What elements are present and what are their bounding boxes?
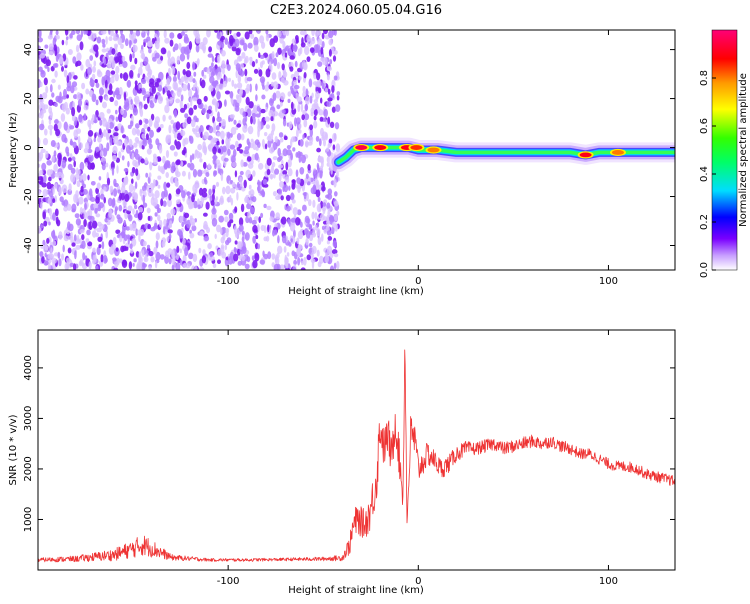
colorbar-tick-label: 0.6 — [699, 118, 710, 134]
x-tick-label: 100 — [599, 576, 618, 587]
colorbar-tick: 0.4 — [699, 166, 716, 182]
spectrogram-frame — [37, 29, 676, 271]
x-tick-label: -100 — [217, 276, 240, 287]
snr-frame — [37, 329, 676, 571]
signal-peaks-layer — [353, 143, 626, 159]
y-tick: 3000 — [23, 406, 675, 431]
y-tick-label: 4000 — [23, 355, 34, 380]
signal-peak — [408, 143, 425, 152]
x-tick-label: -100 — [217, 576, 240, 587]
colorbar-tick-label: 0.0 — [699, 262, 710, 278]
colorbar: 0.0 0.2 0.4 0.6 0.8 Normalized spectral ampl… — [699, 29, 749, 278]
y-tick-label: -40 — [23, 237, 34, 253]
y-tick: 2000 — [23, 456, 675, 482]
colorbar-tick-label: 0.8 — [699, 70, 710, 86]
y-tick: 1000 — [23, 507, 675, 532]
y-tick: 40 — [23, 43, 675, 56]
figure-title: C2E3.2024.060.05.04.G16 — [270, 3, 442, 18]
x-tick-label: 0 — [415, 576, 421, 587]
snr-ticks: -100 0 100 1000 2000 3000 4000 — [23, 330, 675, 587]
signal-peak — [353, 143, 370, 152]
y-tick-label: 0 — [23, 144, 34, 150]
signal-peak — [372, 143, 389, 152]
colorbar-tick: 0.6 — [699, 118, 716, 134]
x-tick: 100 — [599, 330, 618, 587]
colorbar-label: Normalized spectral amplitude — [738, 73, 749, 227]
y-tick: 4000 — [23, 355, 675, 381]
colorbar-tick: 0.2 — [699, 214, 716, 230]
y-tick: 20 — [23, 92, 675, 105]
signal-peak — [577, 151, 594, 159]
snr-panel: -100 0 100 1000 2000 3000 4000 Height of strai… — [8, 329, 676, 596]
y-tick-label: 1000 — [23, 507, 34, 532]
y-tick-label: -20 — [23, 188, 34, 204]
y-tick-label: 3000 — [23, 406, 34, 431]
snr-series-line — [38, 349, 675, 563]
x-tick: 100 — [599, 30, 618, 287]
colorbar-tick-label: 0.4 — [699, 166, 710, 182]
spectrogram-ticks: -100 0 100 -40 -20 0 20 40 — [23, 30, 675, 287]
x-tick-label: 100 — [599, 276, 618, 287]
x-tick: -100 — [217, 30, 240, 287]
noise-speckle-layer — [38, 30, 341, 270]
signal-peak — [425, 146, 442, 154]
x-tick-label: 0 — [415, 276, 421, 287]
x-tick: 0 — [415, 330, 421, 587]
colorbar-tick: 0.8 — [699, 70, 716, 86]
y-tick: -20 — [23, 188, 675, 205]
x-tick: 0 — [415, 30, 421, 287]
y-tick-label: 2000 — [23, 456, 34, 481]
snr-series-layer — [38, 349, 675, 563]
y-tick: 0 — [23, 144, 675, 151]
spectrogram-panel: -100 0 100 -40 -20 0 20 40 Height of straight l… — [8, 29, 676, 297]
spectrogram-xlabel: Height of straight line (km) — [288, 286, 424, 297]
snr-xlabel: Height of straight line (km) — [288, 585, 424, 596]
y-tick-label: 40 — [23, 43, 34, 56]
colorbar-ticks: 0.0 0.2 0.4 0.6 0.8 — [699, 70, 716, 278]
colorbar-gradient — [711, 29, 738, 271]
y-tick-label: 20 — [23, 92, 34, 105]
signal-peak — [609, 148, 626, 157]
colorbar-tick: 0.0 — [699, 262, 716, 278]
x-tick: -100 — [217, 330, 240, 587]
colorbar-tick-label: 0.2 — [699, 214, 710, 230]
spectrogram-ylabel: Frequency (Hz) — [8, 112, 19, 188]
y-tick: -40 — [23, 237, 675, 254]
snr-ylabel: SNR (10 * v/v) — [8, 414, 19, 485]
